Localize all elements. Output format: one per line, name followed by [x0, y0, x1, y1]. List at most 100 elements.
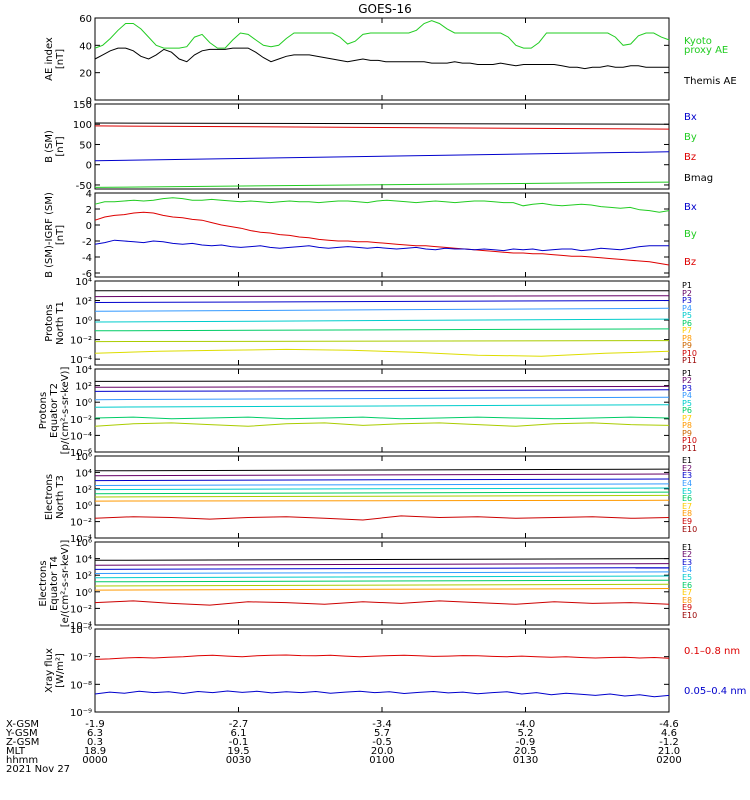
legend-label: P6 — [682, 319, 692, 328]
y-tick-label: 10⁻⁹ — [70, 708, 92, 719]
legend-label: E2 — [682, 464, 692, 473]
chart-title: GOES-16 — [358, 2, 412, 16]
series-bz — [94, 211, 670, 266]
series-e7 — [94, 583, 670, 587]
legend-label: E5 — [682, 573, 692, 582]
series-p4 — [94, 307, 670, 312]
panel-frame — [94, 280, 670, 366]
ephem-value: -4.6 — [659, 719, 679, 730]
y-axis-label: [nT] — [55, 49, 66, 69]
legend-label: P1 — [682, 369, 692, 378]
panel-bsm: -50 0 50 100 150 B (SM) [nT] Bx By Bz Bmag — [44, 100, 713, 192]
y-tick-label: -50 — [76, 181, 92, 192]
y-tick-label: 50 — [79, 140, 92, 151]
ephem-value: -4.0 — [516, 719, 536, 730]
y-tick-label: 10⁻⁷ — [70, 653, 92, 664]
series-e4 — [94, 571, 670, 574]
legend-label: P6 — [682, 406, 692, 415]
ephem-row-label: Z-GSM — [6, 737, 39, 748]
legend-label: E9 — [682, 517, 692, 526]
ephem-value: 0000 — [82, 755, 107, 766]
y-tick-label: 10² — [75, 382, 92, 393]
legend-label: By — [684, 229, 697, 240]
series-p5 — [94, 318, 670, 323]
panel-xray: 10⁻⁹ 10⁻⁸ 10⁻⁷ 10⁻⁶ Xray flux [W/m²] 0.1–0.8 n… — [44, 625, 746, 719]
ephem-value: -0.9 — [516, 737, 536, 748]
legend-label: P8 — [682, 334, 692, 343]
series-bmag — [94, 122, 670, 125]
y-tick-label: 10² — [75, 297, 92, 308]
ephem-row-label: Y-GSM — [5, 728, 38, 739]
y-tick-label: 10⁻² — [70, 415, 92, 426]
y-tick-label: 100 — [73, 120, 92, 131]
legend-label: P4 — [682, 391, 692, 400]
ephem-value: -0.5 — [372, 737, 392, 748]
y-tick-label: 0 — [86, 161, 92, 172]
ephem-value: 6.1 — [231, 728, 247, 739]
y-tick-label: -2 — [82, 237, 92, 248]
legend-label: E8 — [682, 509, 692, 518]
y-axis-label: Xray flux — [44, 648, 55, 693]
y-tick-label: 20 — [79, 69, 92, 80]
legend-label: proxy AE — [684, 45, 728, 56]
legend-label: E3 — [682, 471, 692, 480]
series-e1 — [94, 558, 670, 561]
y-tick-label: 150 — [73, 100, 92, 111]
y-tick-label: 10² — [75, 485, 92, 496]
legend-label: Bmag — [684, 173, 713, 184]
y-tick-label: 2 — [86, 205, 92, 216]
legend-label: E9 — [682, 603, 692, 612]
ephem-value: 5.7 — [374, 728, 390, 739]
y-tick-label: 10⁻⁴ — [70, 621, 92, 632]
series-e7 — [94, 494, 670, 498]
series-0-1-0-8-nm — [94, 654, 670, 660]
series-e6 — [94, 579, 670, 583]
panel-protons_equator: 10⁻⁶ 10⁻⁴ 10⁻² 10⁰ 10² 10⁴ Protons Equator T2 [p… — [38, 365, 697, 459]
y-tick-label: 10⁻⁴ — [70, 431, 92, 442]
legend-label: P7 — [682, 414, 692, 423]
panel-frame — [94, 192, 670, 278]
legend-label: E1 — [682, 543, 692, 552]
ephem-value: 5.2 — [518, 728, 534, 739]
y-axis-label: Equator T4 — [49, 556, 60, 611]
ephem-value: -0.1 — [229, 737, 249, 748]
legend-label: P3 — [682, 384, 692, 393]
series-p6 — [94, 328, 670, 332]
y-tick-label: 10⁻⁸ — [70, 680, 92, 691]
y-tick-label: 10⁻² — [70, 518, 92, 529]
series-p8 — [94, 348, 670, 357]
y-tick-label: 4 — [86, 189, 92, 200]
series-e1 — [94, 468, 670, 472]
legend-label: E4 — [682, 479, 692, 488]
y-tick-label: 40 — [79, 41, 92, 52]
ephem-row-label: 2021 Nov 27 — [6, 764, 70, 775]
series-e3 — [94, 567, 670, 570]
series-by — [94, 181, 670, 188]
series-p2 — [94, 385, 670, 388]
series-e9 — [94, 515, 670, 521]
ephem-value: -1.2 — [659, 737, 679, 748]
ephem-row-label: MLT — [6, 746, 26, 757]
legend-label: P9 — [682, 341, 692, 350]
legend-label: P2 — [682, 289, 692, 298]
ephem-value: 4.6 — [661, 728, 677, 739]
legend-label: P7 — [682, 326, 692, 335]
legend-label: P1 — [682, 281, 692, 290]
ephem-value: 0100 — [369, 755, 394, 766]
y-tick-label: 10⁴ — [75, 277, 92, 288]
legend-label: By — [684, 132, 697, 143]
legend-label: P10 — [682, 436, 697, 445]
series-p4 — [94, 396, 670, 401]
legend-label: P5 — [682, 399, 692, 408]
ephem-value: -1.9 — [85, 719, 105, 730]
y-axis-label: Electrons — [44, 474, 55, 520]
series-themis-ae — [94, 47, 669, 70]
legend-label: P2 — [682, 376, 692, 385]
ephem-value: -2.7 — [229, 719, 249, 730]
y-tick-label: 10⁴ — [75, 365, 92, 376]
ephem-value: 0030 — [226, 755, 251, 766]
series-by — [94, 197, 670, 213]
ephem-value: 20.5 — [514, 746, 536, 757]
